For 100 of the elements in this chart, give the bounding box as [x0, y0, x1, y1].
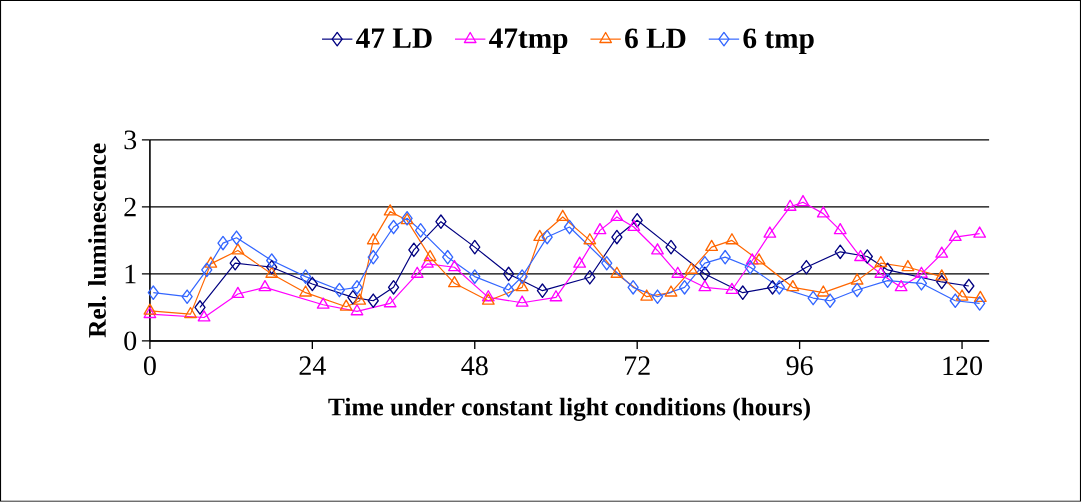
point — [502, 282, 515, 298]
point — [299, 285, 313, 297]
point — [631, 213, 643, 228]
point — [584, 270, 596, 285]
point — [339, 299, 353, 311]
point — [796, 194, 810, 207]
point — [936, 274, 948, 290]
point — [786, 280, 800, 292]
point — [745, 253, 759, 265]
point — [516, 269, 528, 285]
point — [851, 282, 863, 298]
x-tick-label: 48 — [461, 356, 488, 376]
point — [204, 256, 218, 268]
point — [448, 259, 461, 272]
point — [533, 229, 547, 242]
point — [217, 235, 229, 251]
legend-label: 47tmp — [489, 28, 568, 55]
point — [684, 262, 698, 274]
point — [678, 280, 691, 295]
point — [184, 306, 197, 319]
point — [610, 209, 624, 222]
point — [350, 304, 364, 316]
point — [143, 306, 157, 319]
point — [316, 297, 330, 309]
point — [306, 276, 319, 292]
point — [881, 273, 894, 289]
point — [719, 249, 731, 265]
point — [414, 223, 427, 238]
point — [833, 223, 847, 235]
point — [640, 289, 654, 301]
point — [194, 300, 206, 315]
y-axis-title: Rel. luminescence — [88, 143, 107, 338]
point — [143, 303, 157, 315]
x-axis-title: Time under constant light conditions (hours) — [328, 397, 810, 421]
point — [664, 285, 678, 297]
point — [783, 199, 797, 211]
point — [197, 310, 211, 322]
point — [583, 233, 597, 245]
point — [610, 266, 624, 278]
point — [366, 233, 380, 245]
point — [699, 266, 711, 282]
legend-label: 47 LD — [356, 28, 432, 48]
point — [807, 290, 819, 306]
point — [850, 273, 864, 285]
point — [627, 280, 639, 295]
point — [915, 276, 928, 291]
point — [601, 255, 613, 271]
point — [469, 239, 481, 255]
point — [894, 280, 908, 292]
x-tick-label: 72 — [625, 356, 650, 375]
point — [387, 219, 400, 235]
point — [824, 293, 836, 309]
point — [881, 262, 894, 278]
point — [367, 293, 379, 309]
legend-label: 6 LD — [625, 28, 686, 49]
point — [347, 290, 359, 305]
y-tick-label: 0 — [124, 331, 137, 351]
point — [593, 223, 607, 235]
point — [383, 204, 397, 216]
point — [201, 262, 213, 278]
point — [420, 256, 434, 268]
point — [766, 280, 779, 295]
point — [773, 280, 785, 295]
point — [353, 293, 367, 305]
point — [874, 255, 888, 268]
point — [230, 230, 243, 246]
point — [147, 285, 159, 301]
point — [861, 249, 873, 264]
legend-label: 6 tmp — [743, 28, 814, 55]
point — [299, 269, 312, 285]
x-tick-label: 24 — [299, 356, 326, 375]
point — [266, 253, 278, 268]
point — [536, 283, 549, 299]
point — [935, 269, 949, 281]
point — [549, 290, 563, 302]
x-tick-label: 96 — [786, 356, 813, 376]
point — [181, 289, 193, 305]
point — [935, 246, 949, 258]
point — [725, 233, 739, 245]
point — [725, 282, 739, 295]
point — [834, 244, 846, 260]
point — [705, 239, 719, 252]
point — [914, 266, 928, 278]
point — [816, 206, 830, 218]
point — [963, 278, 975, 294]
point — [231, 286, 245, 299]
point — [973, 226, 987, 238]
point — [651, 289, 664, 305]
point — [448, 276, 461, 288]
point — [874, 266, 888, 278]
point — [410, 266, 424, 278]
point — [231, 243, 245, 255]
point — [948, 229, 962, 242]
point — [351, 280, 363, 295]
point — [258, 280, 272, 292]
point — [949, 293, 961, 309]
point — [744, 259, 756, 275]
point — [973, 290, 987, 303]
point — [469, 269, 481, 285]
point — [973, 296, 986, 311]
